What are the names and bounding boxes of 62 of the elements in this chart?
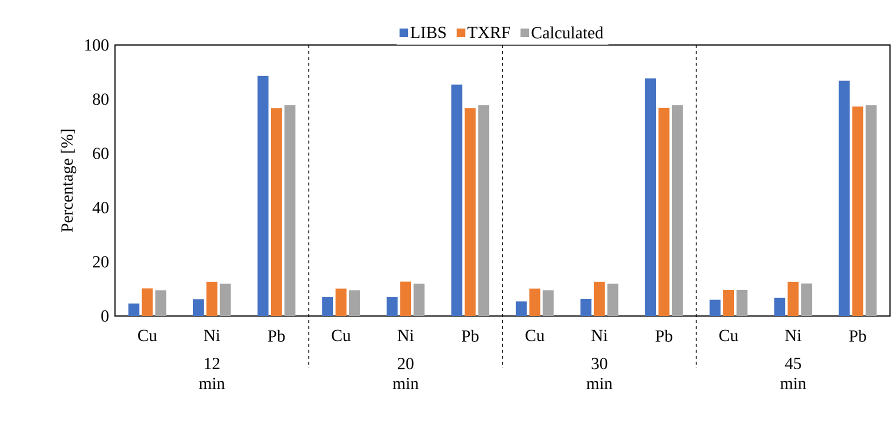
- bar: [658, 108, 670, 316]
- y-tick-label: 100: [85, 39, 109, 51]
- x-tick-label: Ni: [204, 330, 220, 342]
- bar: [451, 84, 462, 316]
- bar: [852, 106, 864, 316]
- bar: [155, 290, 166, 316]
- bar: [580, 298, 592, 316]
- y-tick-label: 80: [92, 93, 109, 105]
- bar: [723, 290, 734, 316]
- x-tick-label: Cu: [719, 330, 738, 342]
- y-tick-label: 40: [92, 202, 109, 214]
- text: 12 min: [199, 358, 225, 389]
- legend-label: TXRF: [468, 26, 510, 38]
- bar: [594, 282, 605, 316]
- bar: [866, 105, 877, 316]
- x-tick-label: Ni: [785, 330, 802, 342]
- x-tick-label: Pb: [268, 330, 285, 342]
- x-tick-label: Ni: [591, 330, 608, 342]
- bar: [386, 297, 398, 316]
- bar: [284, 105, 296, 316]
- bar: [774, 298, 786, 316]
- bar: [128, 304, 140, 316]
- bar: [838, 80, 850, 316]
- bar: [516, 301, 527, 316]
- legend-label: Calculated: [532, 26, 604, 38]
- bar: [529, 288, 540, 316]
- bar: [464, 108, 476, 316]
- bar: [400, 282, 412, 316]
- y-tick-label: 60: [92, 148, 109, 160]
- bar: [736, 290, 748, 316]
- bar: [645, 78, 656, 316]
- x-tick-label: Pb: [462, 330, 479, 342]
- y-tick-label: 20: [92, 256, 109, 268]
- x-tick-label: Pb: [849, 330, 866, 342]
- text: 30 min: [586, 358, 612, 390]
- bar: [414, 284, 425, 316]
- bar: [220, 284, 231, 316]
- bar: [258, 76, 268, 316]
- bar: [542, 290, 554, 316]
- bar: [710, 300, 721, 316]
- bar: [336, 288, 347, 316]
- bar: [270, 108, 282, 316]
- bar: [142, 288, 153, 316]
- y-tick-label: 0: [101, 310, 109, 322]
- bar: [192, 299, 204, 316]
- bar: [801, 283, 812, 316]
- x-tick-label: Cu: [332, 330, 351, 342]
- bar: [322, 297, 334, 316]
- x-tick-label: Pb: [656, 330, 672, 342]
- bar: [349, 290, 360, 316]
- bar: [206, 282, 218, 316]
- bar: [607, 284, 618, 316]
- x-tick-label: Cu: [526, 330, 544, 342]
- x-tick-label: Cu: [138, 330, 157, 342]
- text: 45 min: [780, 358, 806, 389]
- text: 20 min: [392, 358, 419, 390]
- x-tick-label: Ni: [398, 330, 414, 342]
- y-axis-title: Percentage [%]: [60, 130, 76, 232]
- bar: [788, 282, 799, 316]
- bar: [672, 105, 683, 316]
- bar: [478, 105, 490, 316]
- legend-label: LIBS: [410, 26, 446, 38]
